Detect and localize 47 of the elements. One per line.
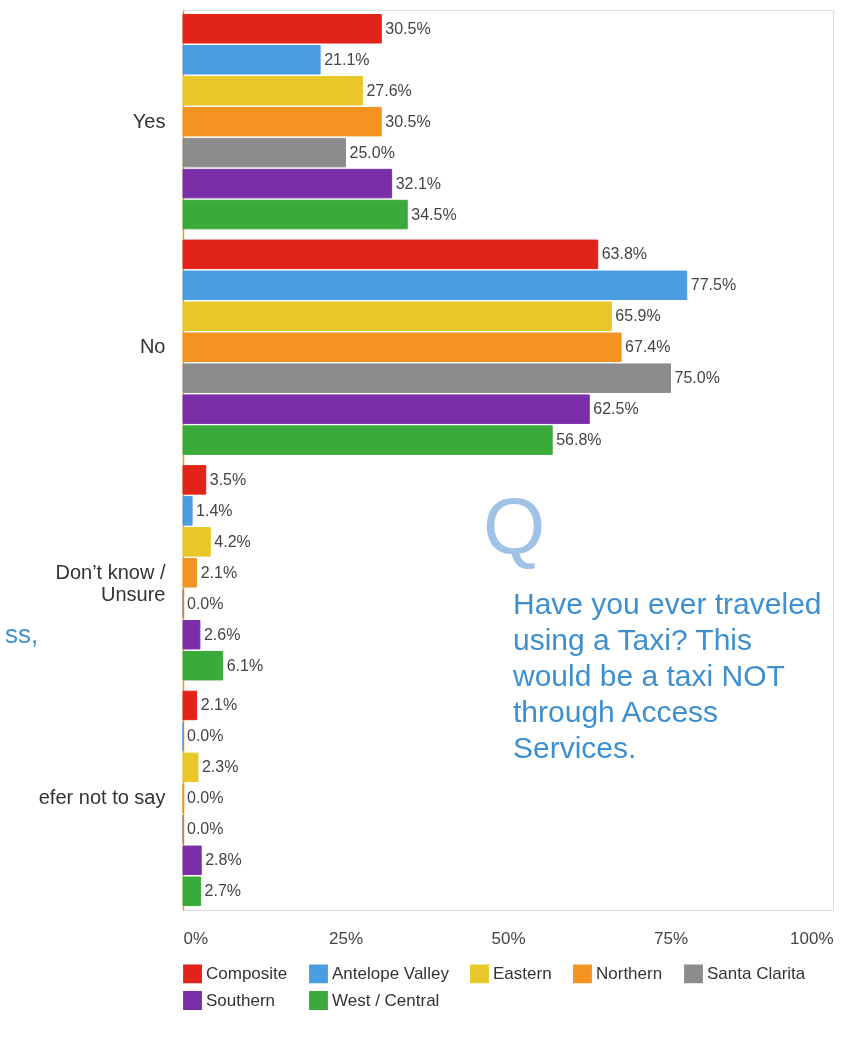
data-label: 3.5%	[209, 470, 247, 488]
data-label: 2.8%	[205, 851, 242, 869]
legend-label: Antelope Valley	[332, 963, 450, 983]
data-label: 25.0%	[349, 143, 395, 161]
data-label: 0.0%	[187, 594, 224, 612]
data-label: 2.6%	[203, 625, 241, 643]
x-tick-label: 100%	[790, 928, 834, 948]
legend-label: Composite	[206, 963, 288, 983]
data-label: 2.1%	[200, 696, 238, 714]
data-label: 1.4%	[196, 501, 233, 519]
data-label: 2.7%	[204, 882, 242, 900]
data-label: 2.1%	[200, 563, 238, 581]
data-label: 67.4%	[625, 338, 671, 356]
annotation: Q	[483, 482, 546, 571]
legend-label: Eastern	[493, 963, 552, 983]
data-label: 30.5%	[385, 19, 431, 37]
data-label: 30.5%	[385, 112, 431, 130]
data-label: 6.1%	[226, 656, 264, 674]
data-label: 56.8%	[556, 431, 602, 449]
x-tick-label: 0%	[183, 928, 209, 948]
y-tick-label: Don’t know / Unsure	[55, 560, 166, 605]
data-label: 34.5%	[411, 205, 457, 223]
data-label: 4.2%	[214, 532, 251, 550]
annotation: Have you ever traveled using a Taxi? This would be a taxi NOT through Access Services.	[512, 587, 822, 764]
legend-label: West / Central	[332, 990, 440, 1010]
data-label: 77.5%	[690, 276, 737, 294]
data-label: 0.0%	[187, 727, 224, 745]
legend-label: Santa Clarita	[707, 963, 806, 983]
y-tick-label: Yes	[132, 109, 166, 132]
data-label: 63.8%	[601, 245, 648, 263]
data-label: 2.3%	[201, 758, 239, 776]
data-label: 0.0%	[187, 789, 224, 807]
data-label: 75.0%	[674, 369, 720, 387]
data-label: 27.6%	[366, 81, 412, 99]
data-label: 0.0%	[187, 820, 224, 838]
x-tick-label: 50%	[491, 928, 526, 948]
y-tick-label: efer not to say	[38, 786, 166, 809]
text: ss,	[5, 619, 39, 649]
legend-label: Southern	[206, 990, 275, 1010]
x-tick-label: 75%	[653, 928, 689, 948]
data-label: 62.5%	[593, 400, 639, 418]
legend-label: Northern	[596, 963, 663, 983]
data-label: 32.1%	[395, 174, 442, 192]
data-label: 21.1%	[324, 50, 370, 68]
x-tick-label: 25%	[328, 928, 364, 948]
data-label: 65.9%	[615, 307, 661, 325]
y-tick-label: No	[139, 335, 166, 358]
